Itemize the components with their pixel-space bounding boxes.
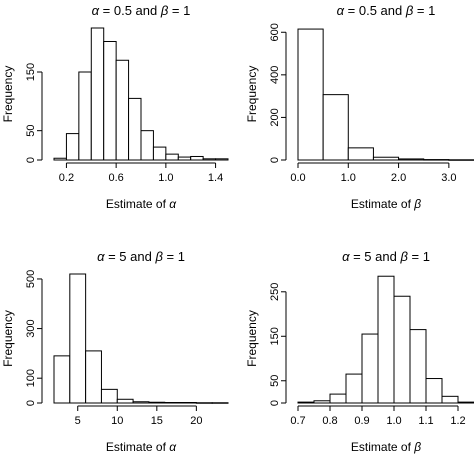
- histogram-bar: [103, 40, 117, 161]
- histogram-bar: [398, 158, 425, 161]
- x-axis-label: Estimate of α: [106, 440, 177, 454]
- histogram-bar: [165, 153, 179, 161]
- x-tick-label: 0.0: [290, 172, 305, 184]
- histogram-bar: [441, 395, 459, 404]
- y-tick-label: 0: [25, 400, 37, 406]
- histogram-bar: [148, 401, 166, 404]
- x-tick-label: 15: [151, 415, 163, 427]
- y-tick-label: 0: [269, 157, 281, 163]
- histogram-bar: [202, 158, 217, 161]
- histogram-bar: [69, 273, 87, 404]
- panel-title: α = 5 and β = 1: [97, 249, 185, 264]
- x-tick-label: 1.1: [418, 415, 433, 427]
- histogram-bar: [53, 157, 67, 161]
- y-axis-label: Frequency: [1, 310, 15, 367]
- x-tick-label: 1.0: [158, 172, 173, 184]
- y-tick-label: 500: [25, 270, 37, 288]
- y-tick-label: 400: [269, 66, 281, 84]
- x-tick-label: 0.6: [108, 172, 123, 184]
- histogram-bar: [90, 27, 105, 161]
- histogram-bar: [425, 378, 443, 404]
- x-tick-label: 1.2: [450, 415, 465, 427]
- histogram-bar: [177, 156, 192, 161]
- histogram-panel-4: 0.7 0.8 0.9 1.0 1.1 1.2 0 50 150 250 Frequency Esti…: [245, 249, 474, 454]
- histogram-bar: [116, 398, 134, 404]
- histogram-bar: [322, 94, 349, 161]
- histogram-bar: [372, 156, 400, 161]
- histogram-bar: [195, 402, 213, 404]
- histogram-bar: [78, 71, 92, 161]
- x-tick-label: 0.7: [290, 415, 305, 427]
- histogram-bar: [152, 146, 167, 161]
- y-tick-label: 300: [25, 319, 37, 337]
- histogram-bar: [297, 28, 324, 161]
- x-tick-label: 1.4: [208, 172, 223, 184]
- histogram-bar: [140, 130, 154, 161]
- histogram-bar: [329, 393, 347, 404]
- histogram-bar: [53, 355, 71, 404]
- x-tick-label: 1.0: [341, 172, 356, 184]
- histogram-bar: [345, 373, 363, 404]
- y-tick-label: 50: [25, 125, 37, 137]
- histogram-bar: [393, 295, 411, 404]
- histogram-bar: [100, 388, 118, 404]
- x-tick-label: 2.0: [391, 172, 406, 184]
- panel-title: α = 0.5 and β = 1: [92, 3, 191, 18]
- y-axis-label: Frequency: [245, 310, 259, 367]
- histogram-bar: [457, 401, 474, 404]
- histogram-panel-1: 0.2 0.6 1.0 1.4 0 50 150 Frequency Estimate of α…: [1, 3, 229, 211]
- x-tick-label: 1.0: [386, 415, 401, 427]
- y-axis-label: Frequency: [1, 66, 15, 123]
- y-tick-label: 0: [25, 157, 37, 163]
- x-tick-label: 10: [111, 415, 123, 427]
- histogram-bar: [128, 97, 142, 161]
- histogram-bar: [115, 59, 130, 161]
- y-axis-label: Frequency: [245, 66, 259, 123]
- histogram-bar: [65, 133, 80, 161]
- y-tick-label: 0: [269, 400, 281, 406]
- histogram-bar: [313, 400, 331, 404]
- histogram-bar: [377, 275, 395, 404]
- x-tick-label: 3.0: [441, 172, 456, 184]
- y-tick-label: 100: [25, 369, 37, 387]
- histogram-bar: [164, 402, 182, 404]
- histogram-bar: [190, 155, 204, 161]
- histogram-bar: [215, 158, 229, 161]
- x-tick-label: 0.9: [354, 415, 369, 427]
- x-tick-label: 20: [190, 415, 202, 427]
- y-tick-label: 600: [269, 23, 281, 41]
- x-tick-label: 0.2: [59, 172, 74, 184]
- histogram-bar: [423, 159, 450, 161]
- histogram-bar: [347, 147, 374, 161]
- y-tick-label: 200: [269, 108, 281, 126]
- x-axis-label: Estimate of β: [351, 197, 421, 211]
- panel-title: α = 5 and β = 1: [342, 249, 430, 264]
- histogram-bar: [361, 333, 379, 404]
- histogram-bar: [132, 401, 150, 404]
- x-axis-label: Estimate of β: [351, 440, 421, 454]
- histogram-bar: [448, 159, 474, 161]
- x-axis-label: Estimate of α: [106, 197, 177, 211]
- histogram-panel-3: 5 10 15 20 0 100 300 500 Frequency Estimate of α α…: [1, 249, 229, 454]
- y-tick-label: 250: [269, 283, 281, 301]
- y-tick-label: 50: [269, 375, 281, 387]
- panel-title: α = 0.5 and β = 1: [337, 3, 436, 18]
- histogram-bar: [211, 402, 229, 404]
- histogram-bar: [180, 402, 197, 404]
- histogram-panel-2: 0.0 1.0 2.0 3.0 0 200 400 600 Frequency Estimate …: [245, 3, 474, 211]
- y-tick-label: 150: [269, 327, 281, 345]
- histogram-bar: [297, 401, 315, 404]
- x-tick-label: 0.8: [322, 415, 337, 427]
- histogram-bar: [85, 350, 102, 404]
- histogram-bar: [409, 329, 427, 404]
- y-tick-label: 150: [25, 63, 37, 81]
- x-tick-label: 5: [75, 415, 81, 427]
